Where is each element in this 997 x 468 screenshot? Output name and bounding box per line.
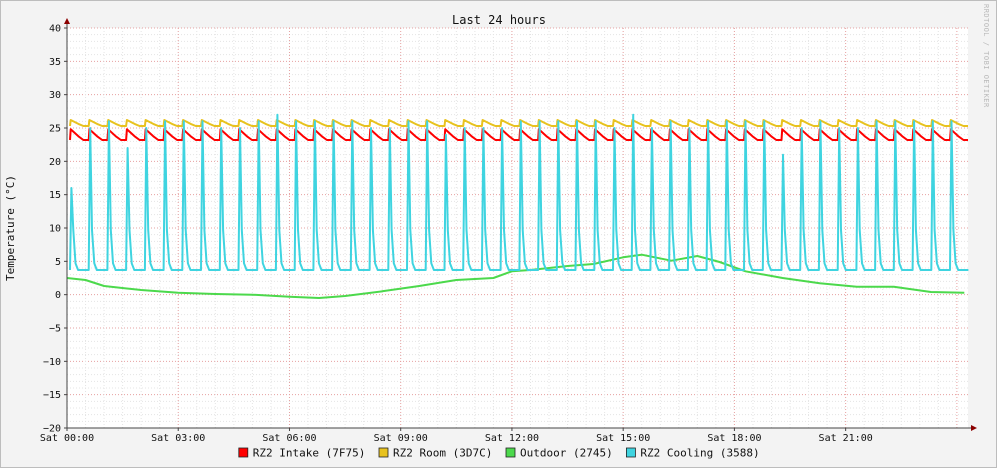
y-tick-label: −10 bbox=[43, 357, 61, 368]
legend-swatch-rz2-intake-7f75 bbox=[238, 447, 249, 458]
y-tick-label: 25 bbox=[49, 124, 61, 135]
y-tick-label: 35 bbox=[49, 57, 61, 68]
y-tick-label: −20 bbox=[43, 424, 61, 435]
y-axis-label: Temperature (°C) bbox=[4, 175, 17, 281]
legend-label-outdoor-2745: Outdoor (2745) bbox=[520, 447, 613, 460]
x-tick-label: Sat 03:00 bbox=[151, 433, 205, 444]
y-tick-label: 40 bbox=[49, 24, 61, 35]
x-tick-label: Sat 06:00 bbox=[262, 433, 316, 444]
y-tick-label: 10 bbox=[49, 224, 61, 235]
axes bbox=[64, 18, 977, 431]
legend-swatch-outdoor-2745 bbox=[505, 447, 516, 458]
series-lines bbox=[66, 113, 969, 299]
y-tick-label: −5 bbox=[49, 324, 61, 335]
legend: RZ2 Intake (7F75) RZ2 Room (3D7C) Outdoor … bbox=[238, 447, 760, 460]
x-tick-label: Sat 12:00 bbox=[485, 433, 539, 444]
legend-swatch-rz2-room-3d7c bbox=[378, 447, 389, 458]
legend-label-rz2-cooling-3588: RZ2 Cooling (3588) bbox=[640, 447, 759, 460]
series-line-rz2-cooling-3588 bbox=[69, 113, 969, 271]
x-axis-arrow bbox=[971, 425, 977, 431]
y-tick-label: 15 bbox=[49, 190, 61, 201]
x-tick-label: Sat 21:00 bbox=[819, 433, 873, 444]
y-tick-label: 5 bbox=[55, 257, 61, 268]
grid bbox=[66, 27, 968, 429]
y-tick-label: 30 bbox=[49, 90, 61, 101]
rrdtool-watermark: RRDTOOL / TOBI OETIKER bbox=[982, 4, 990, 108]
x-tick-label: Sat 00:00 bbox=[40, 433, 94, 444]
legend-label-rz2-intake-7f75: RZ2 Intake (7F75) bbox=[253, 447, 366, 460]
x-tick-labels: Sat 00:00 Sat 03:00 Sat 06:00 Sat 09:00 Sat … bbox=[40, 428, 873, 444]
chart-title: Last 24 hours bbox=[452, 13, 546, 27]
series-line-rz2-room-3d7c bbox=[69, 119, 968, 127]
x-tick-label: Sat 15:00 bbox=[596, 433, 650, 444]
series-line-rz2-intake-7f75 bbox=[69, 128, 968, 141]
legend-label-rz2-room-3d7c: RZ2 Room (3D7C) bbox=[393, 447, 492, 460]
y-tick-label: 20 bbox=[49, 157, 61, 168]
series-line-outdoor-2745 bbox=[66, 253, 965, 299]
y-tick-label: −15 bbox=[43, 390, 61, 401]
y-tick-label: 0 bbox=[55, 290, 61, 301]
x-tick-label: Sat 18:00 bbox=[707, 433, 761, 444]
y-axis-arrow bbox=[64, 18, 70, 24]
y-tick-labels: 40 35 30 25 20 15 10 5 0 −5 −10 −15 −20 bbox=[43, 24, 67, 435]
x-tick-label: Sat 09:00 bbox=[374, 433, 428, 444]
legend-swatch-rz2-cooling-3588 bbox=[626, 447, 636, 458]
